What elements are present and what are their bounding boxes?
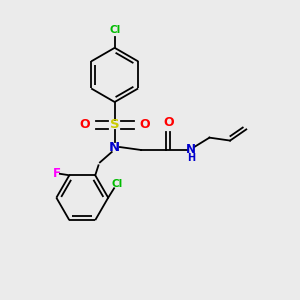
Text: O: O bbox=[140, 118, 150, 131]
Text: F: F bbox=[53, 167, 61, 180]
Text: N: N bbox=[109, 141, 120, 154]
Text: Cl: Cl bbox=[111, 179, 123, 190]
Text: Cl: Cl bbox=[109, 26, 120, 35]
Text: O: O bbox=[163, 116, 174, 129]
Text: H: H bbox=[187, 153, 195, 163]
Text: O: O bbox=[79, 118, 90, 131]
Text: N: N bbox=[186, 143, 196, 157]
Text: S: S bbox=[110, 118, 119, 131]
